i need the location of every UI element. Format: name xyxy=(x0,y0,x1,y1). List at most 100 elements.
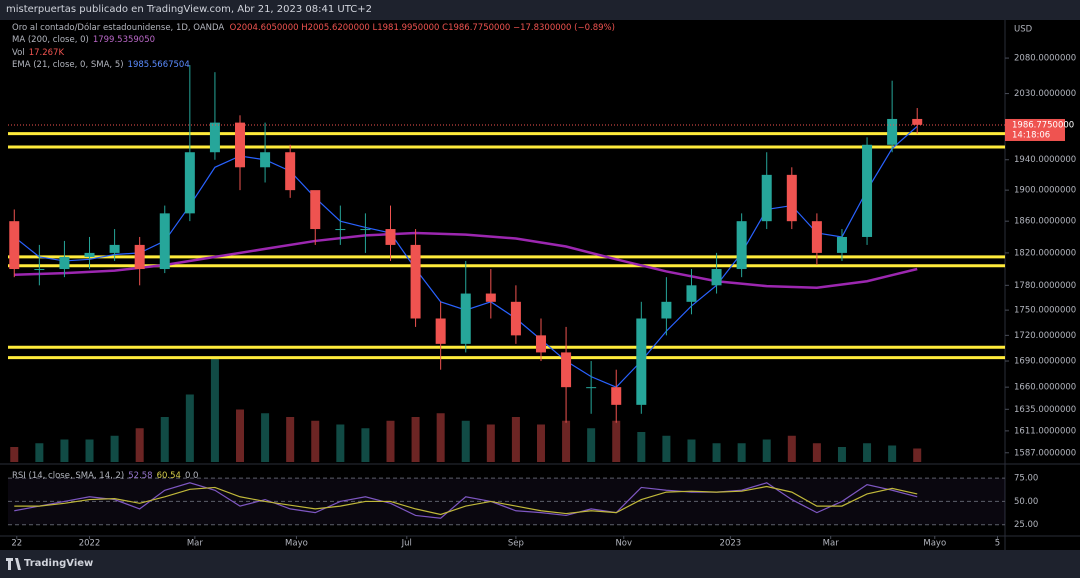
legend: Oro al contado/Dólar estadounidense, 1D,… xyxy=(12,22,615,72)
y-tick-label: 1611.0000000 xyxy=(1014,426,1076,436)
volume-bar xyxy=(236,409,245,462)
volume-bar xyxy=(461,420,470,462)
candle-body xyxy=(661,301,672,319)
volume-bar xyxy=(762,439,771,462)
symbol-row: Oro al contado/Dólar estadounidense, 1D,… xyxy=(12,22,615,34)
rsi-line xyxy=(14,482,918,519)
x-tick-label: Nov xyxy=(615,539,632,549)
volume-bar xyxy=(662,435,671,462)
candle-body xyxy=(34,269,45,271)
y-tick-label: 1587.0000000 xyxy=(1014,448,1076,458)
candle-body xyxy=(535,335,546,353)
x-tick-label: Mar xyxy=(187,539,204,549)
ohlc: O2004.6050000 H2005.6200000 L1981.995000… xyxy=(229,23,615,33)
y-tick-label: 1660.0000000 xyxy=(1014,383,1076,393)
rsi-value: 52.58 xyxy=(128,471,153,481)
rsi-tick-label: 75.00 xyxy=(1014,474,1038,484)
candle-body xyxy=(285,152,296,191)
candle-body xyxy=(736,221,747,270)
x-tick-label: Mar xyxy=(823,539,840,549)
x-tick-label: 2022 xyxy=(79,539,101,549)
y-tick-label: 1750.0000000 xyxy=(1014,306,1076,316)
rsi-ma-value: 60.54 xyxy=(156,471,181,481)
candle-body xyxy=(836,236,847,253)
candle-body xyxy=(209,122,220,153)
candle-body xyxy=(686,285,697,302)
candle-body xyxy=(59,256,70,270)
volume-bar xyxy=(913,448,922,462)
y-tick-label: 1690.0000000 xyxy=(1014,357,1076,367)
volume-bar xyxy=(311,420,320,462)
vol-name: Vol xyxy=(12,47,25,58)
volume-bar xyxy=(210,357,219,462)
volume-bar xyxy=(737,443,746,462)
y-tick-label: 1940.0000000 xyxy=(1014,155,1076,165)
ma-row: MA (200, close, 0) 1799.5359050 xyxy=(12,34,615,46)
ma-name: MA (200, close, 0) xyxy=(12,35,89,46)
brand: TradingView xyxy=(24,558,94,569)
ema-value: 1985.5667504 xyxy=(127,60,190,71)
candle-body xyxy=(460,293,471,344)
ma-value: 1799.5359050 xyxy=(92,35,156,46)
y-tick-label: 1860.0000000 xyxy=(1014,217,1076,227)
candle-body xyxy=(561,352,572,388)
candle-body xyxy=(84,252,95,257)
volume-bar xyxy=(60,439,69,462)
volume-bar xyxy=(587,428,596,462)
publisher: misterpuertas publicado en TradingView.c… xyxy=(6,4,372,15)
y-tick-label: 2080.0000000 xyxy=(1014,54,1076,64)
volume-bar xyxy=(261,413,270,462)
candle-body xyxy=(912,118,923,125)
candle-body xyxy=(310,190,321,230)
candle-body xyxy=(586,387,597,389)
candle-body xyxy=(184,152,195,214)
x-tick-label: Sep xyxy=(508,539,524,549)
rsi-name: RSI (14, close, SMA, 14, 2) xyxy=(12,471,125,481)
volume-bar xyxy=(687,439,696,462)
volume-bar xyxy=(185,394,194,462)
y-tick-label: 1720.0000000 xyxy=(1014,331,1076,341)
candle-body xyxy=(761,174,772,222)
candle-body xyxy=(235,122,246,168)
volume-bar xyxy=(637,432,646,462)
y-tick-label: 1900.0000000 xyxy=(1014,186,1076,196)
volume-bar xyxy=(286,417,295,462)
volume-bar xyxy=(336,424,345,462)
candle-body xyxy=(435,318,446,344)
candle-body xyxy=(786,174,797,222)
volume-bar xyxy=(511,417,520,462)
currency: USD xyxy=(1014,25,1033,35)
symbol: Oro al contado/Dólar estadounidense, 1D,… xyxy=(12,23,225,33)
candle-body xyxy=(862,144,873,237)
top-bar: misterpuertas publicado en TradingView.c… xyxy=(0,0,1080,20)
volume-bar xyxy=(85,439,94,462)
y-tick-label: 1780.0000000 xyxy=(1014,281,1076,291)
volume-bar xyxy=(35,443,44,462)
price-tag-label: 1986.7750000 xyxy=(1012,120,1074,130)
footer: TradingView xyxy=(0,550,1080,578)
volume-bar xyxy=(536,424,545,462)
volume-bar xyxy=(712,443,721,462)
candle-body xyxy=(711,269,722,286)
volume-bar xyxy=(612,420,621,462)
candle-body xyxy=(159,213,170,270)
y-tick-label: 2030.0000000 xyxy=(1014,89,1076,99)
candle-body xyxy=(887,118,898,145)
vol-row: Vol 17.267K xyxy=(12,47,615,59)
volume-bar xyxy=(135,428,144,462)
candle-body xyxy=(260,152,271,168)
x-tick-label: Jul xyxy=(401,539,412,549)
x-tick-label: Mayo xyxy=(923,539,946,549)
rsi-legend: RSI (14, close, SMA, 14, 2) 52.58 60.54 0 0 xyxy=(12,471,198,481)
candle-body xyxy=(134,244,145,270)
price-tag xyxy=(1005,118,1065,141)
candle-body xyxy=(636,318,647,405)
rsi-tick-label: 50.00 xyxy=(1014,497,1038,507)
volume-bar xyxy=(10,447,19,462)
x-tick-label: 22 xyxy=(11,539,22,549)
volume-bar xyxy=(562,420,571,462)
ema-row: EMA (21, close, 0, SMA, 5) 1985.5667504 xyxy=(12,59,615,71)
volume-bar xyxy=(361,428,370,462)
x-tick-label: Mayo xyxy=(285,539,308,549)
